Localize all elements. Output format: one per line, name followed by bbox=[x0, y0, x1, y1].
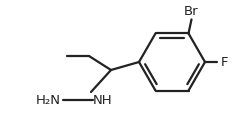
Text: Br: Br bbox=[184, 5, 199, 18]
Text: NH: NH bbox=[93, 93, 112, 107]
Text: H₂N: H₂N bbox=[36, 93, 61, 107]
Text: F: F bbox=[221, 55, 228, 69]
